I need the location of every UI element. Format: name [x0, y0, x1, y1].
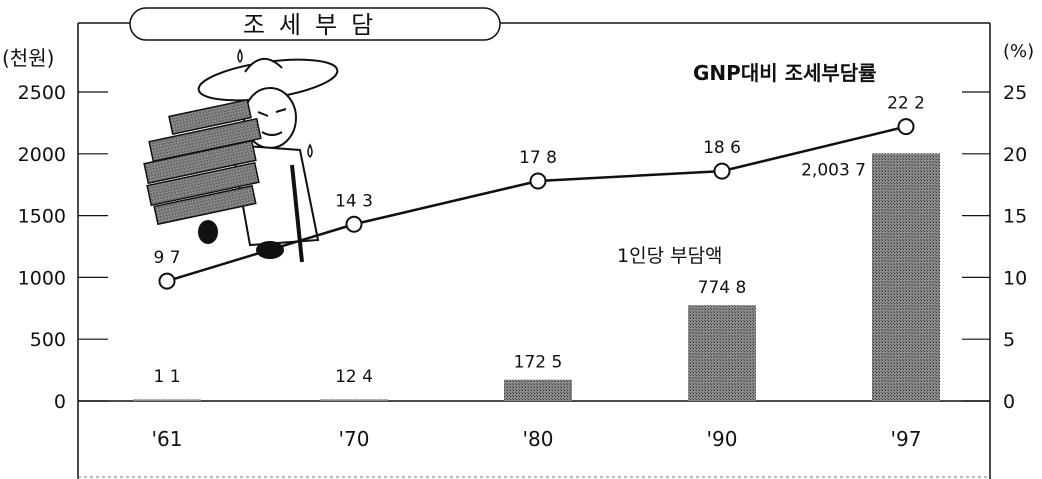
left-tick-label: 500	[30, 329, 66, 351]
line-value-label: 22 2	[887, 94, 925, 114]
line-point	[158, 272, 176, 290]
bar-value-label: 2,003 7	[801, 160, 866, 180]
right-tick-label: 0	[1003, 391, 1015, 413]
left-tick-label: 0	[54, 391, 66, 413]
line-point	[529, 172, 547, 190]
bar	[504, 379, 572, 401]
line-point	[345, 215, 363, 233]
line-value-label: 14 3	[335, 191, 373, 211]
right-tick-label: 10	[1003, 267, 1027, 289]
bar-value-label: 172 5	[514, 353, 563, 373]
title-tab	[129, 7, 501, 41]
left-tick-label: 2500	[18, 82, 66, 104]
bar	[872, 153, 940, 401]
left-tick-label: 1500	[18, 206, 66, 228]
line-value-label: 18 6	[703, 138, 741, 158]
line-point	[713, 162, 731, 180]
bar-value-label: 774 8	[698, 278, 747, 298]
bar	[688, 305, 756, 401]
right-axis-unit: (%)	[1003, 41, 1034, 62]
bar	[133, 399, 201, 401]
chart-title: 조세부담	[243, 11, 387, 39]
x-tick-label: '97	[891, 427, 922, 451]
man-carrying-bundles-icon	[143, 48, 339, 263]
left-axis-unit: (천원)	[2, 46, 54, 70]
bar	[320, 399, 388, 401]
x-tick-label: '90	[707, 427, 738, 451]
bar-series-label: 1인당 부담액	[617, 245, 723, 267]
line-series-label: GNP대비 조세부담률	[693, 61, 877, 85]
chart-layer: 2500 2000 1500 1000 500 0 25 20 15 10 5 0 1 1 12 4 172…	[18, 82, 1028, 451]
bar-value-label: 12 4	[335, 367, 373, 387]
left-tick-label: 1000	[18, 267, 66, 289]
right-tick-label: 25	[1003, 82, 1027, 104]
right-tick-label: 5	[1003, 329, 1015, 351]
line-value-label: 9 7	[153, 248, 180, 268]
bar-value-label: 1 1	[153, 367, 180, 387]
right-tick-label: 15	[1003, 206, 1027, 228]
x-tick-label: '80	[523, 427, 554, 451]
left-tick-label: 2000	[18, 144, 66, 166]
line-value-label: 17 8	[519, 148, 557, 168]
x-tick-label: '70	[339, 427, 370, 451]
x-tick-label: '61	[152, 427, 183, 451]
line-point	[897, 118, 915, 136]
right-tick-label: 20	[1003, 144, 1027, 166]
